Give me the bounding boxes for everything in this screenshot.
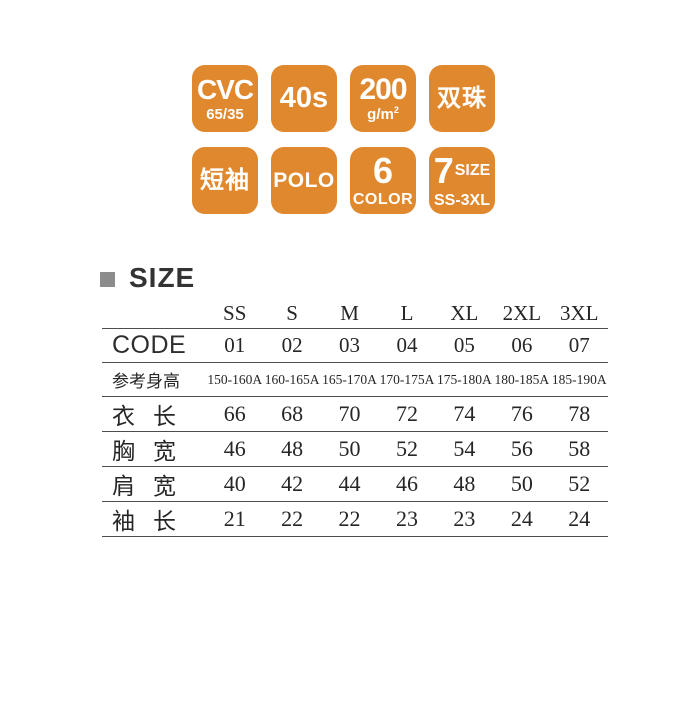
shoulder-cell: 50 <box>510 471 533 496</box>
fabric-composition-main: CVC <box>196 73 254 105</box>
badge-yarn-count: 40s <box>271 65 337 132</box>
fabric-weight-value: 200 <box>359 73 407 106</box>
shoulder-cell: 52 <box>568 471 591 496</box>
row-label-code: CODE <box>112 331 187 359</box>
height-cell: 160-165A <box>264 371 320 387</box>
sleeve-cell: 22 <box>338 506 361 531</box>
size-section-header: SIZE <box>100 262 196 293</box>
table-row-sleeve-length: 袖长 21 22 22 23 23 24 24 <box>102 502 608 537</box>
spec-badges-row-1: CVC 65/35 40s 200 g/m2 双珠 <box>192 65 495 132</box>
sleeve-cell: 24 <box>568 506 591 531</box>
length-cell: 78 <box>568 401 591 426</box>
badge-sleeve-type: 短袖 <box>192 147 258 214</box>
length-cell: 74 <box>453 401 476 426</box>
color-count-value: 6 <box>372 150 394 191</box>
height-cell: 175-180A <box>437 371 492 387</box>
sleeve-cell: 21 <box>223 506 246 531</box>
sleeve-cell: 23 <box>395 506 418 531</box>
height-cell: 185-190A <box>551 371 607 387</box>
chest-cell: 54 <box>453 436 476 461</box>
shoulder-cell: 42 <box>281 471 304 496</box>
size-table: SS S M L XL 2XL 3XL CODE 01 02 03 04 05 … <box>102 301 608 537</box>
code-cell: 03 <box>339 333 361 357</box>
sleeve-cell: 24 <box>510 506 533 531</box>
row-label-reference-height: 参考身高 <box>112 372 180 391</box>
badge-collar-type: POLO <box>271 147 337 214</box>
column-header-3xl: 3XL <box>560 301 599 325</box>
badge-size-count: 7 SIZE SS-3XL <box>429 147 495 214</box>
badge-fabric-weight: 200 g/m2 <box>350 65 416 132</box>
column-header-m: M <box>340 301 359 325</box>
chest-cell: 50 <box>338 436 361 461</box>
row-label-shoulder-width: 肩宽 <box>112 474 194 499</box>
size-count-line: 7 SIZE <box>433 149 491 191</box>
code-cell: 04 <box>396 333 418 357</box>
code-cell: 07 <box>568 333 590 357</box>
collar-type-label: POLO <box>273 169 335 192</box>
table-row-code: CODE 01 02 03 04 05 06 07 <box>102 329 608 363</box>
spec-badges: CVC 65/35 40s 200 g/m2 双珠 短袖 POLO 6 COLO… <box>192 65 495 214</box>
column-header-l: L <box>400 301 414 325</box>
length-cell: 66 <box>223 401 246 426</box>
table-row-garment-length: 衣长 66 68 70 72 74 76 78 <box>102 397 608 432</box>
table-row-reference-height: 参考身高 150-160A 160-165A 165-170A 170-175A… <box>102 363 608 397</box>
size-range-label: SS-3XL <box>433 191 490 209</box>
length-cell: 76 <box>510 401 533 426</box>
size-count-label: SIZE <box>454 161 491 179</box>
length-cell: 68 <box>281 401 304 426</box>
chest-cell: 46 <box>223 436 246 461</box>
column-header-2xl: 2XL <box>502 301 542 325</box>
yarn-count-value: 40s <box>279 82 329 114</box>
length-cell: 72 <box>395 401 418 426</box>
shoulder-cell: 44 <box>338 471 361 496</box>
code-cell: 01 <box>224 333 246 357</box>
badge-fabric-type: 双珠 <box>429 65 495 132</box>
shoulder-cell: 48 <box>453 471 476 496</box>
row-label-chest-width: 胸宽 <box>112 439 194 464</box>
chest-cell: 52 <box>395 436 418 461</box>
fabric-type-label: 双珠 <box>437 84 487 112</box>
badge-color-count: 6 COLOR <box>350 147 416 214</box>
sleeve-type-label: 短袖 <box>200 166 250 194</box>
height-cell: 170-175A <box>379 371 435 387</box>
color-count-label: COLOR <box>352 191 414 208</box>
fabric-weight-unit: g/m2 <box>367 105 399 123</box>
table-row-shoulder-width: 肩宽 40 42 44 46 48 50 52 <box>102 467 608 502</box>
badge-fabric-composition: CVC 65/35 <box>192 65 258 132</box>
table-row-chest-width: 胸宽 46 48 50 52 54 56 58 <box>102 432 608 467</box>
code-cell: 06 <box>511 333 533 357</box>
code-cell: 02 <box>281 333 303 357</box>
length-cell: 70 <box>338 401 361 426</box>
shoulder-cell: 40 <box>223 471 246 496</box>
size-table-header-row: SS S M L XL 2XL 3XL <box>102 301 608 329</box>
chest-cell: 56 <box>510 436 533 461</box>
chest-cell: 58 <box>568 436 591 461</box>
shoulder-cell: 46 <box>395 471 418 496</box>
sleeve-cell: 23 <box>453 506 476 531</box>
column-header-s: S <box>286 301 298 325</box>
spec-badges-row-2: 短袖 POLO 6 COLOR 7 SIZE SS-3XL <box>192 147 495 214</box>
size-table-corner-cell <box>102 301 206 329</box>
fabric-composition-ratio: 65/35 <box>206 105 244 123</box>
row-label-garment-length: 衣长 <box>112 404 194 429</box>
code-cell: 05 <box>453 333 475 357</box>
column-header-xl: XL <box>450 301 479 325</box>
column-header-ss: SS <box>223 301 247 325</box>
height-cell: 150-160A <box>207 371 263 387</box>
size-count-value: 7 <box>433 149 454 191</box>
size-section-title: SIZE <box>129 262 196 293</box>
sleeve-cell: 22 <box>281 506 304 531</box>
height-cell: 165-170A <box>322 371 377 387</box>
row-label-sleeve-length: 袖长 <box>112 509 194 534</box>
height-cell: 180-185A <box>494 371 550 387</box>
size-marker-square <box>100 271 115 287</box>
chest-cell: 48 <box>281 436 304 461</box>
